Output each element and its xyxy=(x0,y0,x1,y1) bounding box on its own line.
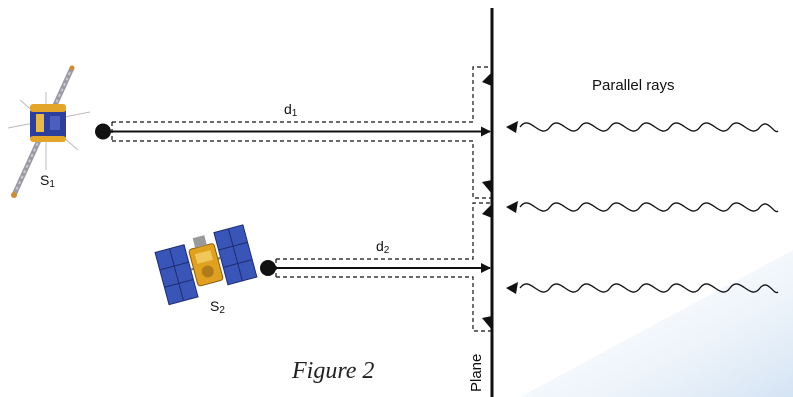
wave-ray-2 xyxy=(519,202,779,213)
figure-caption: Figure 2 xyxy=(292,358,375,384)
d2-label: d2 xyxy=(376,238,390,256)
wave-arrowheads xyxy=(506,121,518,294)
d1-label: d1 xyxy=(284,101,298,119)
plane-barbs xyxy=(482,72,492,330)
wave-rays xyxy=(519,122,779,294)
s2-label: S2 xyxy=(210,298,225,316)
source-dot-s2 xyxy=(260,260,276,276)
source-dot-s1 xyxy=(95,123,111,140)
background-tint xyxy=(520,250,793,397)
satellite-s1-icon xyxy=(7,65,91,198)
wave-ray-3 xyxy=(519,283,779,294)
wave-ray-1 xyxy=(519,122,779,133)
parallel-rays-label: Parallel rays xyxy=(592,77,675,94)
plane-label: Plane xyxy=(468,353,485,392)
beam-d1 xyxy=(95,66,492,199)
satellite-s2-icon xyxy=(154,224,258,306)
s1-label: S1 xyxy=(40,172,55,190)
beam-d2 xyxy=(260,202,492,332)
